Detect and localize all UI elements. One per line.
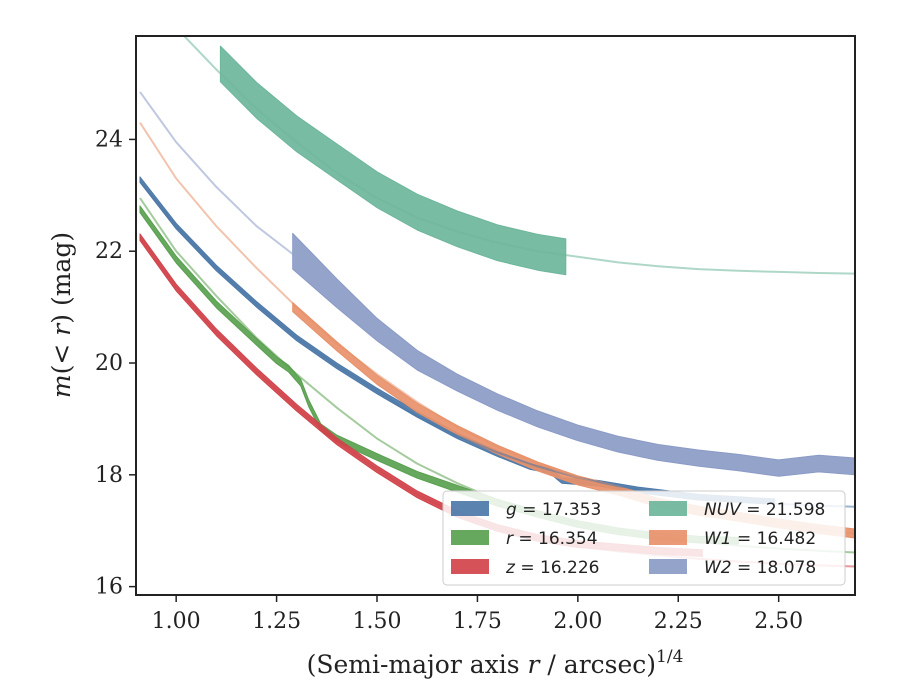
data-band-w1 bbox=[292, 302, 855, 539]
legend-label-w1: W1 = 16.482 bbox=[704, 529, 816, 549]
plot-frame bbox=[135, 35, 856, 596]
x-tick-label: 1.25 bbox=[252, 609, 301, 634]
x-tick-label: 2.00 bbox=[553, 609, 602, 634]
y-tick-label: 22 bbox=[95, 239, 123, 264]
legend: g = 17.353 r = 16.354 z = 16.226 NUV = 21.5… bbox=[442, 490, 846, 586]
model-curve-w2 bbox=[139, 91, 294, 255]
x-axis-exponent: 1/4 bbox=[656, 647, 683, 667]
y-axis-label: m(< r) (mag) bbox=[47, 232, 76, 398]
model-curve-nuv bbox=[183, 36, 855, 275]
legend-swatch-r bbox=[451, 530, 489, 545]
x-axis-label: (Semi-major axis r / arcsec)1/4 bbox=[307, 647, 684, 679]
legend-swatch-w2 bbox=[649, 559, 687, 574]
x-tick-label: 1.50 bbox=[353, 609, 402, 634]
y-tick-label: 24 bbox=[95, 127, 123, 152]
x-axis-label-prefix: (Semi-major axis bbox=[307, 650, 528, 679]
legend-label-r: r = 16.354 bbox=[506, 529, 598, 549]
legend-label-g: g = 17.353 bbox=[506, 500, 601, 520]
legend-label-nuv: NUV = 21.598 bbox=[704, 500, 825, 520]
y-axis: 16 18 20 22 24 bbox=[95, 127, 136, 600]
x-axis-label-suffix: / arcsec) bbox=[539, 650, 656, 679]
legend-swatch-nuv bbox=[649, 501, 687, 516]
x-axis: 1.00 1.25 1.50 1.75 2.00 2.25 2.50 bbox=[152, 595, 803, 634]
legend-swatch-w1 bbox=[649, 530, 687, 545]
data-band-w2 bbox=[292, 232, 855, 477]
data-band-nuv bbox=[219, 45, 567, 276]
y-tick-label: 16 bbox=[95, 575, 123, 600]
x-tick-label: 2.25 bbox=[654, 609, 703, 634]
legend-label-z: z = 16.226 bbox=[505, 558, 599, 578]
x-axis-label-var: r bbox=[528, 650, 542, 679]
y-tick-label: 18 bbox=[95, 463, 123, 488]
x-tick-label: 2.50 bbox=[754, 609, 803, 634]
legend-label-w2: W2 = 18.078 bbox=[704, 558, 816, 578]
legend-swatch-g bbox=[451, 501, 489, 516]
legend-swatch-z bbox=[451, 559, 489, 574]
x-tick-label: 1.00 bbox=[152, 609, 201, 634]
x-tick-label: 1.75 bbox=[453, 609, 502, 634]
y-tick-label: 20 bbox=[95, 351, 123, 376]
legend-frame bbox=[442, 490, 846, 586]
